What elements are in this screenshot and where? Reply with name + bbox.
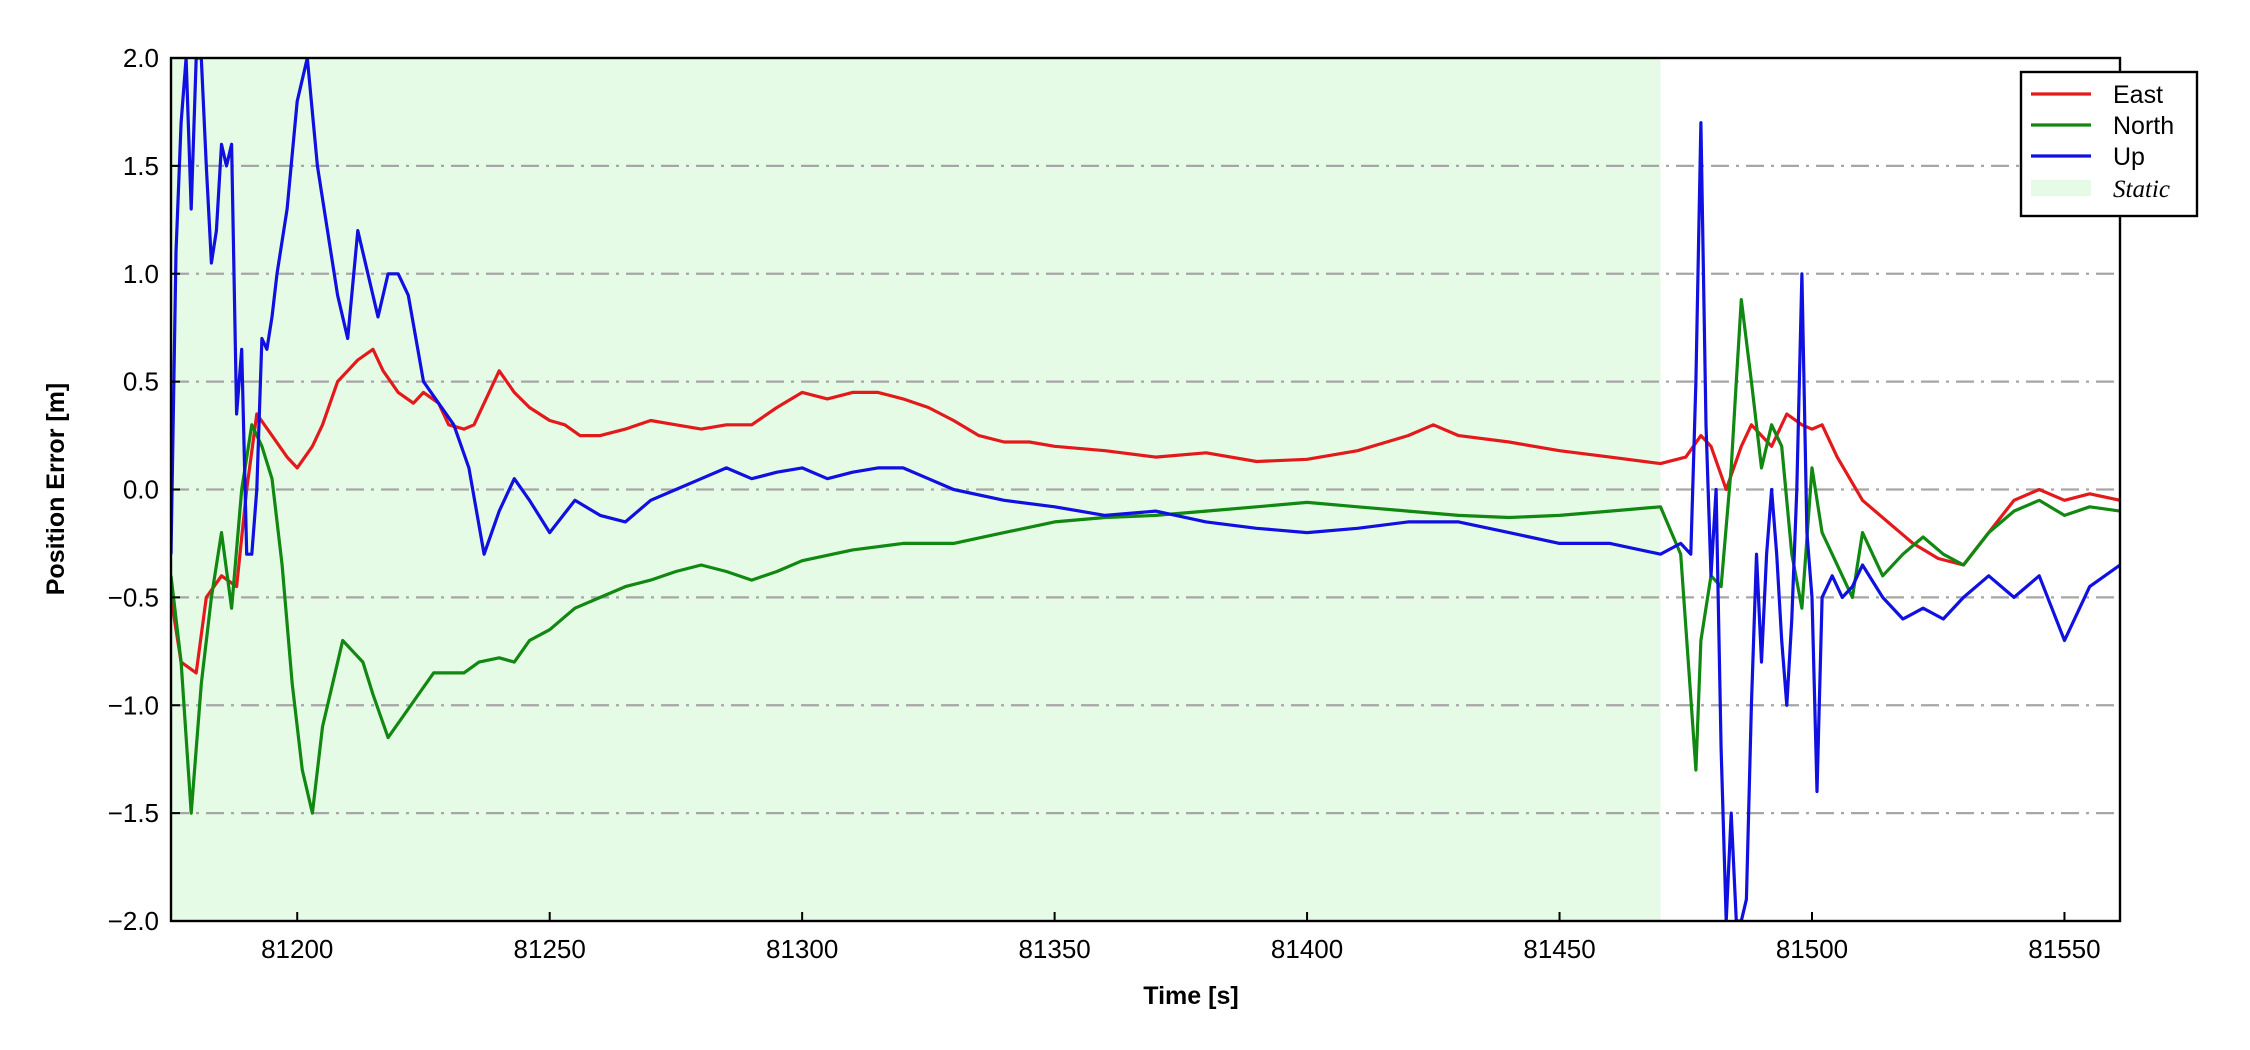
y-tick-label-8: −2.0 <box>108 906 159 936</box>
y-tick-label-1: 1.5 <box>123 151 159 181</box>
y-tick-label-3: 0.5 <box>123 367 159 397</box>
data-series <box>171 58 2120 921</box>
x-tick-label-4: 81400 <box>1271 934 1343 964</box>
legend-label-north: North <box>2113 112 2174 140</box>
x-tick-label-6: 81500 <box>1776 934 1848 964</box>
x-tick-label-5: 81450 <box>1523 934 1595 964</box>
y-tick-label-5: −0.5 <box>108 582 159 612</box>
x-tick-label-3: 81350 <box>1018 934 1090 964</box>
legend-label-static: Static <box>2113 176 2170 203</box>
y-tick-label-6: −1.0 <box>108 690 159 720</box>
y-tick-label-2: 1.0 <box>123 259 159 289</box>
y-axis-ticks: 2.0 1.5 1.0 0.5 0.0 −0.5 −1.0 −1.5 −2.0 <box>108 43 180 936</box>
legend-swatch-static <box>2031 180 2091 196</box>
y-axis-label: Position Error [m] <box>42 383 70 596</box>
x-tick-label-1: 81250 <box>514 934 586 964</box>
x-tick-label-0: 81200 <box>261 934 333 964</box>
y-tick-label-0: 2.0 <box>123 43 159 73</box>
y-tick-label-4: 0.0 <box>123 475 159 505</box>
legend: East North Up Static <box>2019 70 2199 218</box>
series-line-north <box>171 298 2120 815</box>
legend-label-east: East <box>2113 81 2163 109</box>
x-axis-label: Time [s] <box>1143 982 1238 1010</box>
x-axis-ticks: 81200 81250 81300 81350 81400 81450 81500 81550 <box>261 912 2101 964</box>
x-tick-label-2: 81300 <box>766 934 838 964</box>
x-tick-label-7: 81550 <box>2028 934 2100 964</box>
legend-label-up: Up <box>2113 143 2145 171</box>
y-tick-label-7: −1.5 <box>108 798 159 828</box>
series-line-up <box>171 58 2120 921</box>
series-line-east <box>171 347 2120 675</box>
